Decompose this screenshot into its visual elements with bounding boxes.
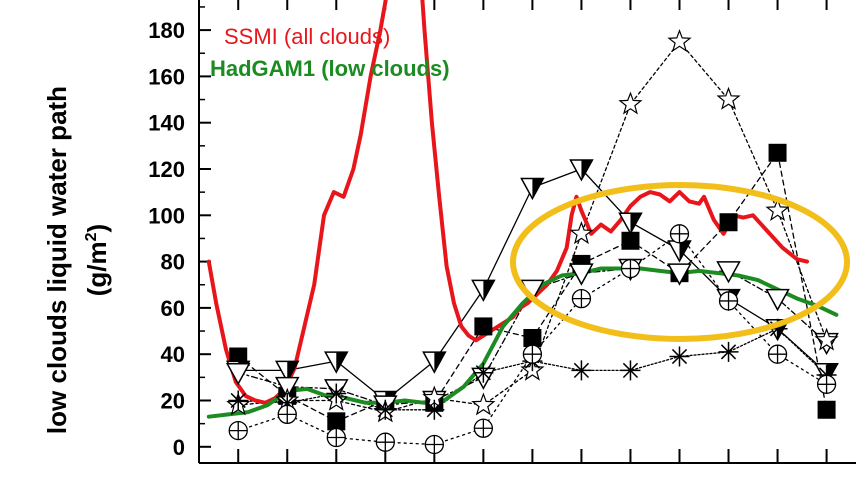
marker-circle-plus: [767, 344, 788, 364]
y-tick-label: 100: [148, 203, 185, 228]
marker-down-triangle: [520, 177, 545, 201]
marker-asterisk: [424, 399, 445, 420]
asterisk-stroke: [426, 402, 442, 418]
y-axis-label-unit-suffix: ): [82, 224, 112, 233]
marker-down-triangle: [324, 351, 349, 374]
asterisk-stroke: [328, 385, 344, 402]
y-axis-label-unit-superscript: 2: [83, 232, 100, 241]
marker-asterisk: [571, 360, 592, 381]
y-tick-label: 80: [161, 250, 185, 275]
marker-star: [569, 221, 594, 245]
marker-open-down-triangle: [667, 263, 692, 286]
marker-open-down-triangle: [225, 362, 251, 386]
marker-down-triangle: [471, 279, 496, 302]
marker-asterisk: [669, 346, 690, 367]
marker-filled-square: [523, 328, 542, 347]
marker-circle-plus: [424, 434, 444, 455]
asterisk-stroke: [573, 362, 590, 379]
marker-star: [667, 28, 692, 52]
marker-fill: [483, 280, 495, 301]
marker-circle-plus: [620, 258, 641, 279]
marker-down-triangle: [618, 212, 643, 235]
marker-circle-plus: [277, 404, 297, 425]
marker-down-triangle: [274, 360, 300, 383]
marker-fill: [679, 241, 691, 262]
y-tick-label: 20: [161, 388, 185, 413]
y-axis-label-unit-prefix: (g/m: [82, 241, 112, 296]
legend: SSMI (all clouds) HadGAM1 (low clouds): [210, 24, 450, 81]
asterisk-stroke: [475, 365, 491, 381]
marker-circle-plus: [326, 427, 346, 448]
marker-circle-plus: [522, 344, 543, 364]
marker-fill: [336, 352, 348, 373]
asterisk-stroke: [377, 402, 393, 418]
y-tick-label: 160: [148, 64, 185, 89]
marker-down-triangle: [569, 159, 594, 182]
marker-asterisk: [326, 383, 347, 404]
marker-circle-plus: [816, 374, 837, 394]
y-axis-label-line2: (g/m2): [82, 224, 112, 296]
marker-asterisk: [375, 399, 396, 420]
marker-circle-plus: [228, 420, 248, 441]
y-axis-label-line1: low clouds liquid water path: [42, 86, 72, 434]
marker-star: [765, 198, 790, 222]
marker-asterisk: [228, 390, 249, 411]
marker-star: [716, 86, 741, 110]
marker-filled-square: [719, 213, 738, 232]
marker-circle-plus: [718, 291, 739, 311]
marker-star: [814, 327, 839, 351]
asterisk-stroke: [720, 344, 737, 360]
marker-circle-plus: [473, 418, 494, 438]
marker-filled-square: [474, 317, 493, 336]
marker-filled-square: [768, 143, 787, 162]
marker-filled-square: [817, 400, 836, 419]
y-tick-label: 60: [161, 296, 185, 321]
y-tick-label: 0: [173, 435, 185, 460]
y-tick-label: 120: [148, 157, 185, 182]
marker-open-down-triangle: [765, 288, 790, 312]
marker-fill: [434, 352, 446, 373]
marker-open-down-triangle: [716, 261, 741, 284]
marker-asterisk: [473, 362, 494, 383]
marker-circle-plus: [669, 224, 690, 244]
marker-open-down-triangle: [569, 263, 594, 286]
y-tick-label: 180: [148, 18, 185, 43]
ticks-layer: 0 20 40 60 80 100 120 140 160 180: [148, 0, 828, 463]
marker-open-down-triangle: [274, 376, 300, 400]
marker-asterisk: [718, 341, 739, 362]
marker-fill: [532, 178, 544, 199]
legend-entry-ssmi: SSMI (all clouds): [224, 24, 390, 49]
legend-entry-hadgam1: HadGAM1 (low clouds): [210, 56, 450, 81]
marker-circle-plus: [571, 288, 592, 309]
marker-filled-square: [327, 412, 346, 431]
marker-circle-plus: [375, 432, 395, 452]
marker-star: [618, 91, 643, 115]
asterisk-stroke: [230, 392, 246, 409]
asterisk-stroke: [622, 362, 639, 379]
marker-filled-square: [621, 231, 640, 250]
marker-fill: [581, 159, 593, 180]
highlight-ellipse: [510, 182, 850, 342]
marker-asterisk: [620, 360, 641, 381]
asterisk-stroke: [671, 348, 688, 365]
marker-fill: [630, 213, 642, 234]
y-tick-label: 40: [161, 342, 185, 367]
marker-fill: [287, 361, 299, 382]
y-tick-label: 140: [148, 111, 185, 136]
marker-star: [471, 392, 496, 416]
marker-down-triangle: [422, 351, 447, 374]
